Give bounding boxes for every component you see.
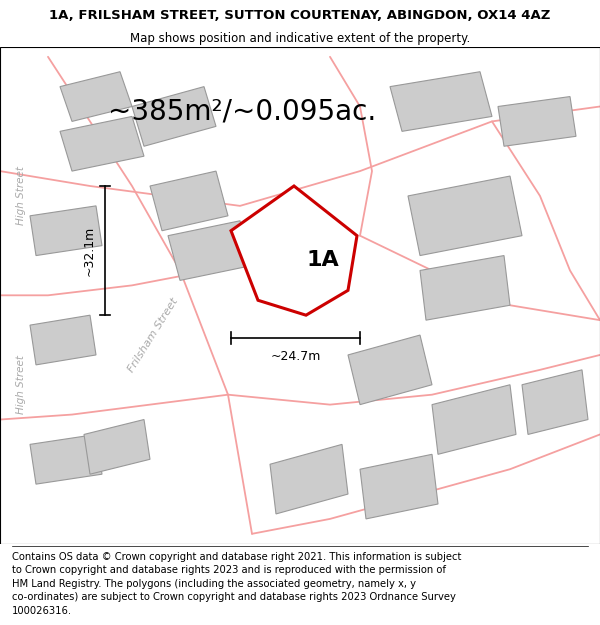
Polygon shape — [270, 444, 348, 514]
Polygon shape — [231, 186, 357, 315]
Text: 1A, FRILSHAM STREET, SUTTON COURTENAY, ABINGDON, OX14 4AZ: 1A, FRILSHAM STREET, SUTTON COURTENAY, A… — [49, 9, 551, 22]
Text: 1A: 1A — [307, 250, 340, 270]
Text: Frilsham Street: Frilsham Street — [126, 296, 180, 374]
Text: 100026316.: 100026316. — [12, 606, 72, 616]
Polygon shape — [168, 221, 252, 281]
Text: ~32.1m: ~32.1m — [83, 226, 96, 276]
Polygon shape — [60, 116, 144, 171]
Polygon shape — [30, 315, 96, 365]
Text: High Street: High Street — [16, 355, 26, 414]
Polygon shape — [348, 335, 432, 404]
Polygon shape — [30, 206, 102, 256]
Polygon shape — [150, 171, 228, 231]
Polygon shape — [432, 385, 516, 454]
Text: HM Land Registry. The polygons (including the associated geometry, namely x, y: HM Land Registry. The polygons (includin… — [12, 579, 416, 589]
Text: co-ordinates) are subject to Crown copyright and database rights 2023 Ordnance S: co-ordinates) are subject to Crown copyr… — [12, 592, 456, 602]
Text: Map shows position and indicative extent of the property.: Map shows position and indicative extent… — [130, 32, 470, 45]
Polygon shape — [360, 454, 438, 519]
Text: High Street: High Street — [16, 166, 26, 226]
Text: to Crown copyright and database rights 2023 and is reproduced with the permissio: to Crown copyright and database rights 2… — [12, 565, 446, 575]
Polygon shape — [420, 256, 510, 320]
Polygon shape — [390, 72, 492, 131]
Polygon shape — [522, 370, 588, 434]
Polygon shape — [60, 72, 132, 121]
Polygon shape — [408, 176, 522, 256]
Text: ~385m²/~0.095ac.: ~385m²/~0.095ac. — [108, 98, 376, 126]
Polygon shape — [498, 96, 576, 146]
Polygon shape — [132, 87, 216, 146]
Text: ~24.7m: ~24.7m — [271, 350, 320, 363]
Polygon shape — [84, 419, 150, 474]
Text: Contains OS data © Crown copyright and database right 2021. This information is : Contains OS data © Crown copyright and d… — [12, 552, 461, 562]
Polygon shape — [30, 434, 102, 484]
